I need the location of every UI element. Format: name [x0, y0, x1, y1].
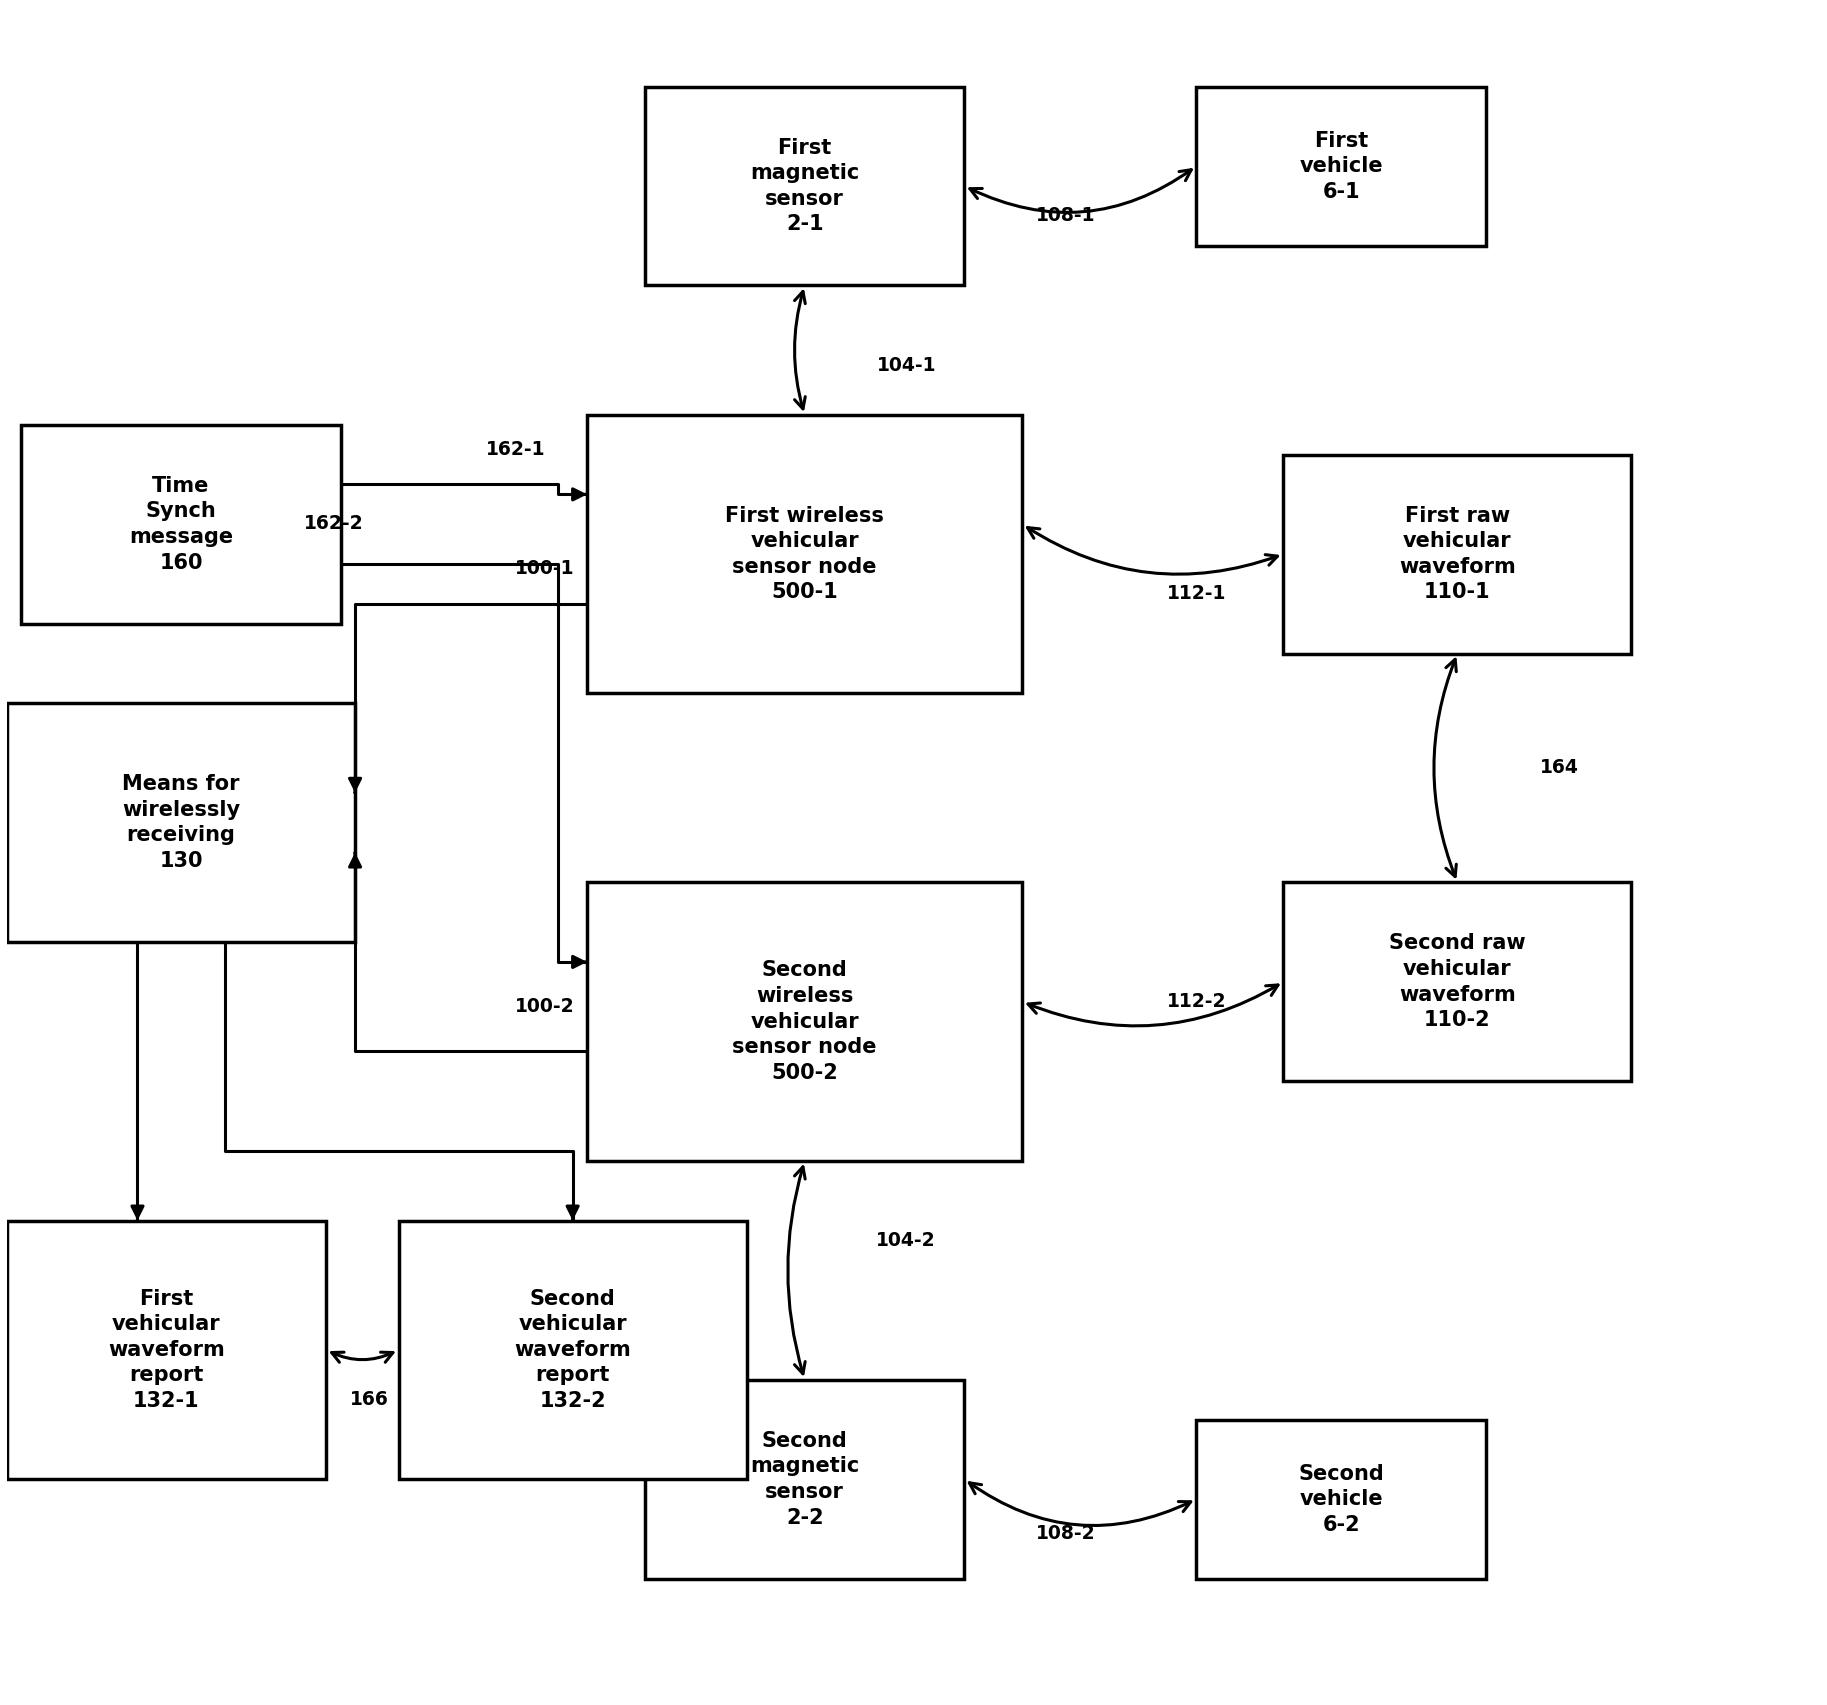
- Text: 104-2: 104-2: [877, 1231, 935, 1250]
- Text: 166: 166: [351, 1390, 389, 1408]
- Text: 104-1: 104-1: [877, 356, 935, 375]
- Text: Second
vehicular
waveform
report
132-2: Second vehicular waveform report 132-2: [513, 1289, 630, 1412]
- FancyArrowPatch shape: [970, 170, 1191, 213]
- Text: Second
vehicle
6-2: Second vehicle 6-2: [1299, 1463, 1385, 1534]
- FancyBboxPatch shape: [398, 1221, 747, 1480]
- Text: 164: 164: [1540, 759, 1579, 777]
- FancyBboxPatch shape: [1283, 883, 1632, 1081]
- FancyArrowPatch shape: [333, 1352, 393, 1362]
- Text: First
vehicular
waveform
report
132-1: First vehicular waveform report 132-1: [108, 1289, 225, 1412]
- Text: First wireless
vehicular
sensor node
500-1: First wireless vehicular sensor node 500…: [725, 506, 884, 602]
- Text: Means for
wirelessly
receiving
130: Means for wirelessly receiving 130: [122, 774, 239, 871]
- Text: 162-2: 162-2: [305, 515, 364, 534]
- Text: First
magnetic
sensor
2-1: First magnetic sensor 2-1: [751, 138, 859, 234]
- Text: Time
Synch
message
160: Time Synch message 160: [130, 476, 234, 573]
- FancyArrowPatch shape: [787, 1166, 806, 1374]
- FancyBboxPatch shape: [22, 425, 340, 624]
- FancyBboxPatch shape: [1283, 455, 1632, 653]
- Text: 108-2: 108-2: [1036, 1524, 1096, 1543]
- FancyBboxPatch shape: [1197, 87, 1487, 246]
- Text: 162-1: 162-1: [486, 440, 544, 459]
- FancyBboxPatch shape: [7, 702, 354, 943]
- FancyBboxPatch shape: [645, 1379, 965, 1579]
- FancyBboxPatch shape: [645, 87, 965, 285]
- FancyArrowPatch shape: [795, 292, 806, 409]
- FancyArrowPatch shape: [1027, 527, 1277, 575]
- Text: 100-1: 100-1: [515, 559, 574, 578]
- Text: 112-1: 112-1: [1167, 585, 1226, 604]
- FancyBboxPatch shape: [586, 414, 1023, 694]
- Text: First
vehicle
6-1: First vehicle 6-1: [1299, 131, 1383, 201]
- FancyBboxPatch shape: [7, 1221, 325, 1480]
- Text: 112-2: 112-2: [1167, 992, 1226, 1011]
- Text: Second raw
vehicular
waveform
110-2: Second raw vehicular waveform 110-2: [1389, 933, 1526, 1030]
- FancyBboxPatch shape: [586, 883, 1023, 1161]
- Text: Second
magnetic
sensor
2-2: Second magnetic sensor 2-2: [751, 1430, 859, 1528]
- FancyArrowPatch shape: [1029, 985, 1279, 1026]
- Text: 100-2: 100-2: [515, 997, 574, 1016]
- Text: Second
wireless
vehicular
sensor node
500-2: Second wireless vehicular sensor node 50…: [733, 960, 877, 1083]
- Text: 108-1: 108-1: [1036, 206, 1096, 225]
- FancyBboxPatch shape: [1197, 1420, 1487, 1579]
- FancyArrowPatch shape: [970, 1483, 1191, 1526]
- Text: First raw
vehicular
waveform
110-1: First raw vehicular waveform 110-1: [1399, 506, 1516, 602]
- FancyArrowPatch shape: [1434, 660, 1456, 876]
